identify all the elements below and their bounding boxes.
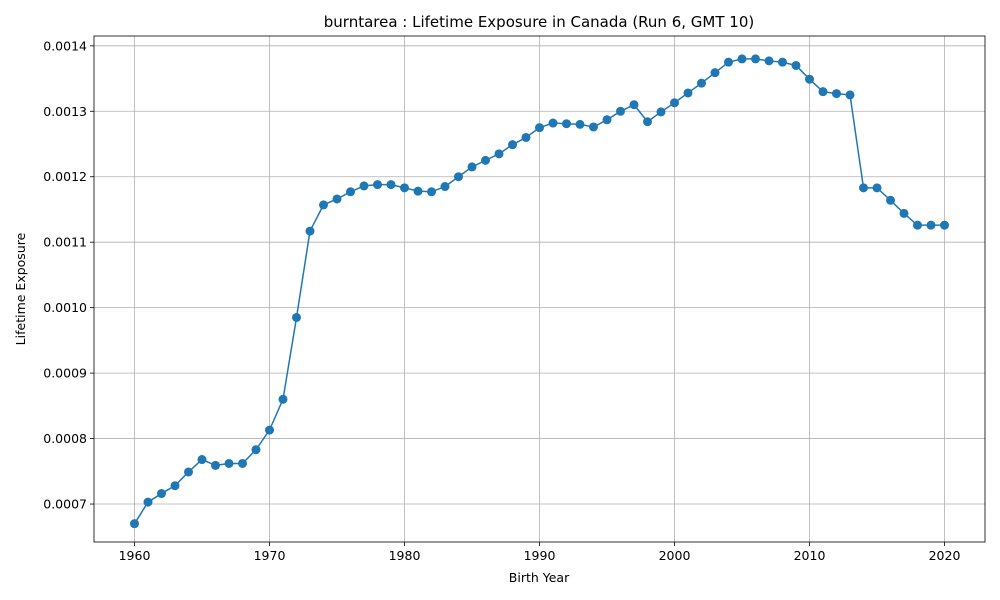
- data-point: [926, 220, 936, 230]
- data-point: [616, 106, 625, 116]
- data-point: [481, 155, 490, 165]
- data-point: [332, 194, 342, 204]
- data-point: [940, 220, 949, 230]
- data-point: [143, 497, 153, 507]
- data-point: [197, 455, 207, 465]
- data-point: [508, 140, 517, 150]
- x-tick-label: 2010: [794, 548, 826, 563]
- data-point: [494, 149, 504, 159]
- data-point: [359, 181, 369, 191]
- y-tick-label: 0.0007: [43, 497, 87, 512]
- data-point: [278, 394, 288, 404]
- x-tick-label: 1970: [254, 548, 286, 563]
- data-point: [805, 74, 814, 84]
- x-axis-ticks: 1960 1970 1980 1990 2000 2010 2020: [119, 542, 961, 563]
- data-point: [170, 481, 180, 491]
- data-point: [724, 57, 733, 67]
- data-points: [130, 54, 949, 529]
- x-tick-label: 2020: [929, 548, 961, 563]
- data-point: [184, 467, 193, 477]
- y-axis-ticks: 0.0007 0.0008 0.0009 0.0010 0.0011 0.0012 0.00…: [43, 38, 94, 512]
- data-point: [157, 489, 166, 499]
- data-point: [697, 78, 706, 88]
- y-tick-label: 0.0008: [43, 431, 87, 446]
- data-point: [791, 60, 801, 70]
- data-point: [265, 425, 274, 435]
- data-point: [737, 54, 747, 64]
- data-point: [656, 107, 666, 117]
- y-tick-label: 0.0012: [43, 169, 87, 184]
- data-point: [238, 458, 247, 468]
- data-point: [832, 89, 841, 99]
- y-axis-label: Lifetime Exposure: [13, 232, 28, 345]
- data-point: [548, 118, 558, 128]
- y-tick-label: 0.0011: [43, 235, 87, 250]
- data-point: [427, 187, 436, 197]
- data-point: [643, 117, 652, 127]
- y-tick-label: 0.0010: [43, 300, 87, 315]
- grid-lines: [94, 36, 985, 542]
- data-point: [454, 172, 463, 182]
- data-point: [710, 68, 720, 78]
- data-point: [440, 182, 450, 192]
- x-tick-label: 1960: [119, 548, 151, 563]
- data-point: [319, 200, 328, 210]
- data-point: [413, 186, 423, 196]
- data-point: [886, 195, 895, 205]
- data-point: [764, 56, 774, 66]
- x-tick-label: 1990: [524, 548, 556, 563]
- data-point: [373, 180, 382, 190]
- data-point: [872, 183, 882, 193]
- data-point: [535, 123, 544, 133]
- data-point: [845, 90, 855, 100]
- data-point: [602, 115, 612, 125]
- y-tick-label: 0.0014: [43, 38, 87, 53]
- data-point: [629, 100, 639, 110]
- data-point: [899, 208, 909, 218]
- chart-title: burntarea : Lifetime Exposure in Canada …: [324, 13, 754, 31]
- y-tick-label: 0.0009: [43, 366, 87, 381]
- data-point: [130, 519, 139, 529]
- data-point: [670, 98, 679, 108]
- data-point: [292, 312, 301, 322]
- data-point: [224, 458, 234, 468]
- data-point: [589, 122, 598, 132]
- data-point: [913, 220, 922, 230]
- data-point: [346, 187, 355, 197]
- x-axis-label: Birth Year: [509, 570, 570, 585]
- x-tick-label: 1980: [389, 548, 421, 563]
- y-tick-label: 0.0013: [43, 104, 87, 119]
- data-point: [683, 88, 693, 98]
- data-point: [305, 226, 315, 236]
- data-point: [467, 162, 477, 172]
- data-point: [400, 183, 409, 193]
- data-point: [386, 180, 396, 190]
- data-point: [521, 132, 531, 142]
- data-point: [562, 119, 571, 129]
- data-point: [211, 460, 220, 470]
- data-point: [575, 119, 585, 129]
- data-point: [778, 57, 787, 67]
- x-tick-label: 2000: [659, 548, 691, 563]
- data-point: [751, 54, 760, 64]
- data-point: [859, 183, 868, 193]
- data-point: [818, 87, 828, 97]
- data-point: [251, 445, 261, 455]
